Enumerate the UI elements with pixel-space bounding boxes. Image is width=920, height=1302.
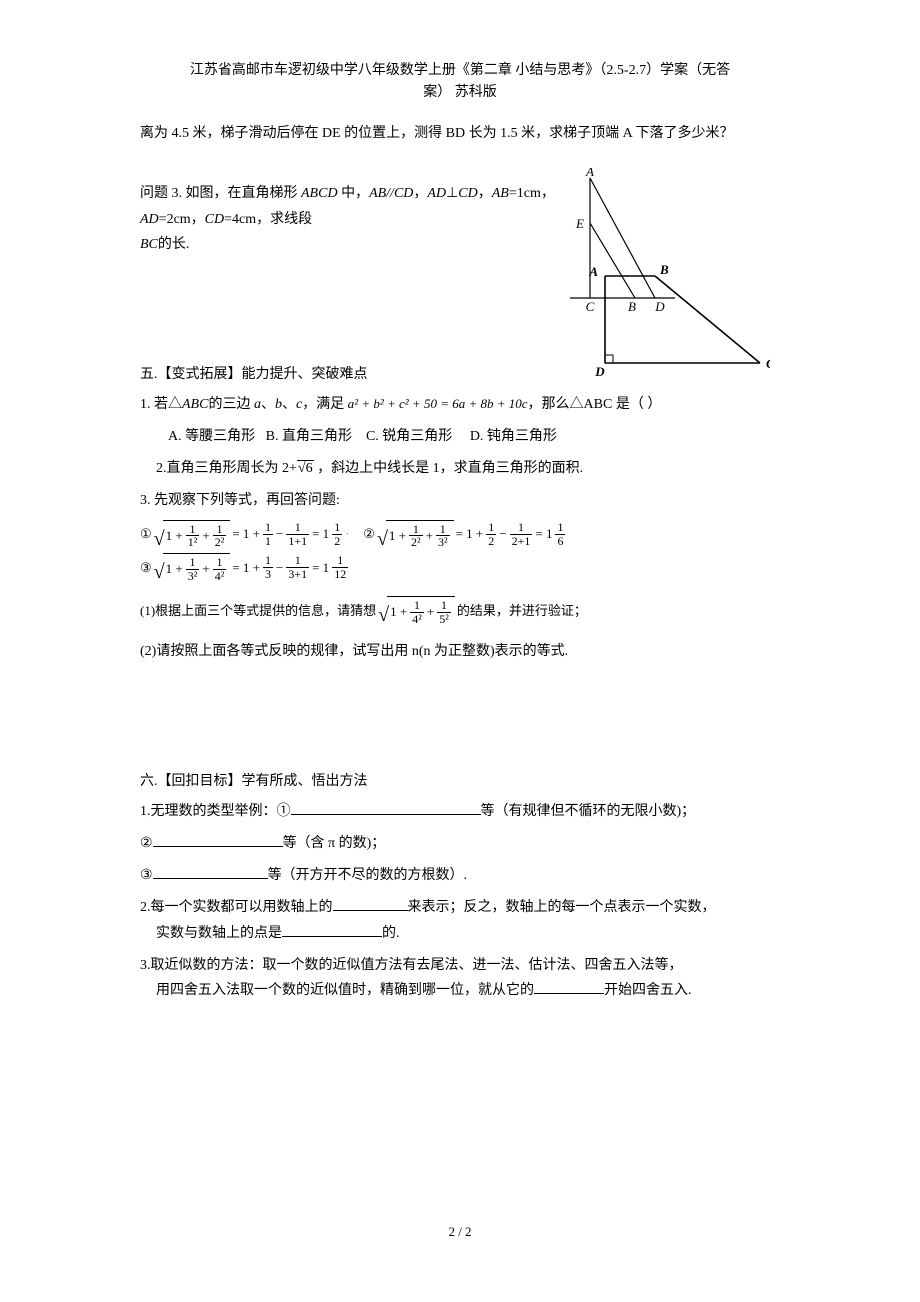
- q1-expr: a² + b² + c² + 50 = 6a + 8b + 10c: [348, 396, 528, 411]
- t: ，: [413, 186, 427, 201]
- t: ②: [140, 836, 153, 851]
- label-c-small: C: [586, 299, 595, 314]
- t: ，满足: [302, 397, 348, 412]
- q3-abcd: ABCD: [301, 186, 338, 201]
- t: CD: [205, 212, 224, 227]
- t: a: [254, 397, 261, 412]
- t: 中，: [338, 186, 370, 201]
- t: 来表示；反之，数轴上的每一个点表示一个实数，: [408, 900, 716, 915]
- label-d-bold: D: [594, 364, 605, 378]
- option-c: C. 锐角三角形: [366, 429, 452, 444]
- t: 1. 若△: [140, 397, 182, 412]
- t: 实数与数轴上的点是: [140, 926, 282, 941]
- q3-prefix: 问题 3. 如图，在直角梯形: [140, 186, 301, 201]
- q3-bc: BC: [140, 237, 158, 252]
- t: //: [386, 186, 394, 201]
- var-q1-options: A. 等腰三角形 B. 直角三角形 C. 锐角三角形 D. 钝角三角形: [140, 424, 780, 450]
- sub-2: (2)请按照上面各等式反映的规律，试写出用 n(n 为正整数)表示的等式.: [140, 639, 780, 665]
- eq-line-2: ③ √1 + 13² + 14² = 1 + 13 − 13+1 = 1 112: [140, 553, 780, 582]
- option-a: A. 等腰三角形: [168, 429, 255, 444]
- t: 开始四舍五入.: [604, 983, 692, 998]
- blank-1: [291, 800, 481, 815]
- var-q3: 3. 先观察下列等式，再回答问题:: [140, 488, 780, 514]
- q3-cd: CD: [394, 186, 413, 201]
- header-line-2: 案） 苏科版: [140, 82, 780, 104]
- t: 2.直角三角形周长为 2+: [156, 461, 297, 476]
- t: AB: [492, 186, 509, 201]
- label-a-bold: A: [588, 264, 598, 279]
- t: 用四舍五入法取一个数的近似值时，精确到哪一位，就从它的: [140, 983, 534, 998]
- lead-para: 离为 4.5 米，梯子滑动后停在 DE 的位置上，测得 BD 长为 1.5 米，…: [140, 121, 780, 147]
- t: ⊥: [446, 186, 458, 201]
- recall-2: ② 等（含 π 的数)；: [140, 831, 780, 857]
- t: =1cm，: [509, 186, 555, 201]
- t: ，: [478, 186, 492, 201]
- label-d-small: D: [654, 299, 665, 314]
- t: 等（开方开不尽的数的方根数）.: [268, 868, 468, 883]
- t: =4cm，求线段: [224, 212, 312, 227]
- t: 的.: [382, 926, 400, 941]
- var-q1: 1. 若△ABC的三边 a、b、c，满足 a² + b² + c² + 50 =…: [140, 392, 780, 418]
- doc-header: 江苏省高邮市车逻初级中学八年级数学上册《第二章 小结与思考》（2.5-2.7）学…: [140, 60, 780, 105]
- label-a: A: [585, 168, 594, 179]
- recall-4: 2.每一个实数都可以用数轴上的 来表示；反之，数轴上的每一个点表示一个实数， 实数…: [140, 895, 780, 947]
- q3-ad: AD: [427, 186, 446, 201]
- t: 等（有规律但不循环的无限小数)；: [481, 804, 696, 819]
- recall-3: ③ 等（开方开不尽的数的方根数）.: [140, 863, 780, 889]
- header-line-1: 江苏省高邮市车逻初级中学八年级数学上册《第二章 小结与思考》（2.5-2.7）学…: [140, 60, 780, 82]
- t: 、: [282, 397, 296, 412]
- t: ，那么△ABC 是（ ）: [528, 397, 662, 412]
- t: ，斜边上中线长是 1，求直角三角形的面积.: [314, 461, 584, 476]
- blank-6: [534, 979, 604, 994]
- recall-1: 1.无理数的类型举例：① 等（有规律但不循环的无限小数)；: [140, 799, 780, 825]
- t: 等（含 π 的数)；: [283, 836, 386, 851]
- t: =2cm，: [159, 212, 205, 227]
- figure-svg: A E C B D A B D C: [560, 168, 770, 378]
- t: AD: [140, 212, 159, 227]
- eq-line-1: ① √1 + 11² + 12² = 1 + 11 − 11+1 = 1 12 …: [140, 520, 780, 549]
- t: 的结果，并进行验证；: [457, 599, 587, 623]
- t: 的三边: [208, 397, 254, 412]
- option-b: B. 直角三角形: [266, 429, 352, 444]
- t: 1.无理数的类型举例：①: [140, 804, 291, 819]
- blank-4: [333, 896, 408, 911]
- blank-5: [282, 922, 382, 937]
- t: ABC: [182, 397, 208, 412]
- t: b: [275, 397, 282, 412]
- label-e: E: [575, 216, 584, 231]
- label-c-bold: C: [766, 356, 770, 371]
- label-b-bold: B: [659, 262, 669, 277]
- t: 3.取近似数的方法：取一个数的近似值方法有去尾法、进一法、估计法、四舍五入法等，: [140, 958, 683, 973]
- recall-5: 3.取近似数的方法：取一个数的近似值方法有去尾法、进一法、估计法、四舍五入法等，…: [140, 953, 780, 1005]
- page: 江苏省高邮市车逻初级中学八年级数学上册《第二章 小结与思考》（2.5-2.7）学…: [0, 0, 920, 1280]
- page-footer: 2 / 2: [140, 1224, 780, 1240]
- option-d: D. 钝角三角形: [470, 429, 557, 444]
- t: ③: [140, 868, 153, 883]
- label-b-small: B: [628, 299, 636, 314]
- section-6-head: 六.【回扣目标】学有所成、悟出方法: [140, 769, 780, 795]
- blank-3: [153, 864, 268, 879]
- t: 2.每一个实数都可以用数轴上的: [140, 900, 333, 915]
- figure: A E C B D A B D C: [560, 168, 770, 378]
- t: 的长.: [158, 237, 190, 252]
- var-q2: 2.直角三角形周长为 2+√6 ，斜边上中线长是 1，求直角三角形的面积.: [140, 456, 780, 482]
- q3-cd2x: CD: [458, 186, 477, 201]
- q3-ab: AB: [369, 186, 386, 201]
- t: 、: [261, 397, 275, 412]
- blank-2: [153, 832, 283, 847]
- sub-1: (1)根据上面三个等式提供的信息，请猜想 √1 + 14² + 15² 的结果，…: [140, 596, 780, 625]
- t: (1)根据上面三个等式提供的信息，请猜想: [140, 599, 376, 623]
